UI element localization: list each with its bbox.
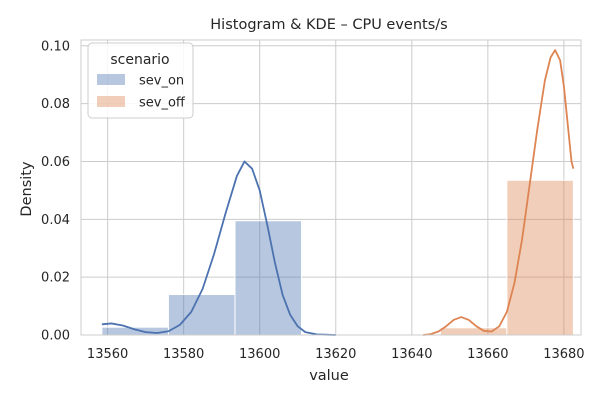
legend-swatch-sev_off	[97, 96, 125, 107]
x-tick-label: 13640	[391, 347, 432, 362]
kde-line-sev_on	[101, 160, 336, 336]
chart-title: Histogram & KDE – CPU events/s	[210, 17, 447, 33]
histogram-bar-sev_off	[506, 179, 574, 336]
plot-frame	[80, 39, 582, 336]
legend-label-sev_off: sev_off	[139, 96, 186, 111]
y-axis-ticks: 0.00 0.02 0.04 0.06 0.08 0.10	[41, 39, 70, 343]
x-tick-label: 13560	[87, 347, 128, 362]
x-axis-ticks: 13560 13580 13600 13620 13640 13660 13680	[87, 347, 585, 362]
y-tick-label: 0.02	[41, 271, 70, 286]
x-tick-label: 13580	[163, 347, 204, 362]
x-tick-label: 13660	[467, 347, 508, 362]
kde-curves	[101, 49, 575, 336]
kde-line-sev_off	[423, 49, 575, 336]
y-tick-label: 0.10	[41, 39, 70, 54]
y-tick-label: 0.06	[41, 155, 70, 170]
histogram-bar-sev_on	[101, 326, 169, 336]
x-tick-label: 13620	[315, 347, 356, 362]
x-tick-label: 13680	[543, 347, 584, 362]
y-axis-label: Density	[19, 161, 35, 217]
x-axis-label: value	[309, 368, 349, 384]
legend-box	[87, 42, 194, 119]
legend: scenario sev_on sev_off	[87, 42, 194, 119]
legend-items: sev_on sev_off	[97, 74, 186, 111]
plot-area	[80, 39, 582, 336]
y-tick-label: 0.04	[41, 213, 70, 228]
y-tick-label: 0.08	[41, 97, 70, 112]
y-tick-label: 0.00	[41, 329, 70, 344]
legend-swatch-sev_on	[97, 74, 125, 85]
legend-title: scenario	[110, 52, 169, 68]
histogram-bar-sev_on	[167, 294, 236, 336]
legend-label-sev_on: sev_on	[139, 74, 184, 89]
x-tick-label: 13600	[239, 347, 280, 362]
